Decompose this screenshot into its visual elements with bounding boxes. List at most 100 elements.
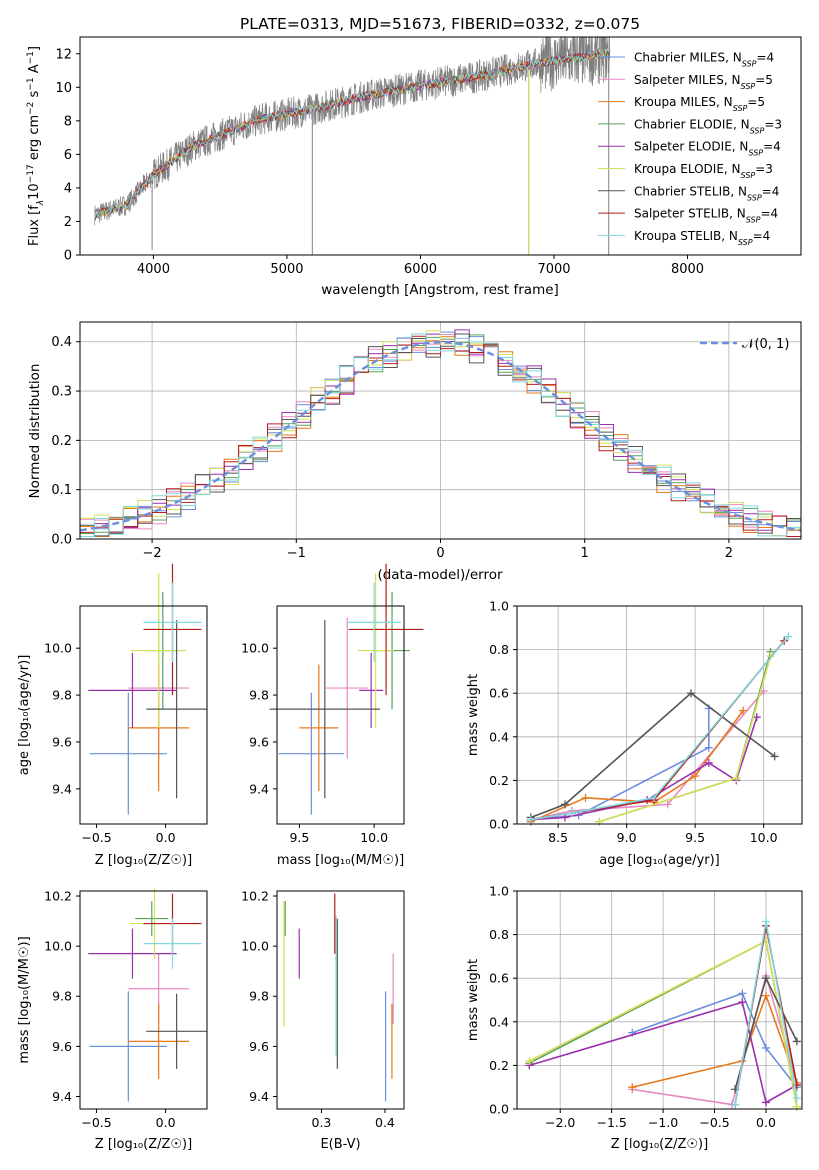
y-tick-label: 0.4 xyxy=(489,729,509,744)
y-tick-label: 10.0 xyxy=(241,641,269,656)
x-tick-label: −1 xyxy=(287,546,306,561)
legend-entry: Chabrier ELODIE, NSSP=3 xyxy=(634,117,782,135)
weight-marker xyxy=(628,1083,637,1092)
x-tick-label: 10.0 xyxy=(360,830,388,845)
y-axis-label: mass [log₁₀(M/M☉)] xyxy=(17,936,32,1063)
panel-residuals: −2 −1 0 1 2 0.0 0.1 0.2 0.3 0.4 𝒩(0, 1) (data-model… xyxy=(27,321,802,583)
legend-entry: Kroupa MILES, NSSP=5 xyxy=(634,95,765,113)
legend-sub: SSP xyxy=(738,237,753,246)
legend-entry: Salpeter ELODIE, NSSP=4 xyxy=(634,140,781,158)
y-axis-label: Normed distribution xyxy=(27,364,43,499)
panel-mass-age: 9.5 10.0 9.4 9.6 9.8 10.0 mass [log₁₀(M/M☉)] xyxy=(241,563,424,868)
y-tick-label: 9.8 xyxy=(52,989,72,1004)
y-label-part: −1 xyxy=(26,51,36,64)
weight-line xyxy=(530,716,758,821)
data-spectrum xyxy=(94,37,611,226)
y-tick-label: 6 xyxy=(64,148,72,163)
x-tick-label: 0.0 xyxy=(756,1115,776,1130)
histogram-kroupa-stelib xyxy=(80,333,801,537)
model-spectrum xyxy=(94,49,610,220)
y-tick-label: 10.0 xyxy=(44,939,72,954)
legend-label: Kroupa MILES, N xyxy=(634,95,733,109)
x-tick-label: 10.0 xyxy=(750,830,778,845)
x-tick-label: 0.3 xyxy=(312,1115,332,1130)
legend-sub: SSP xyxy=(741,81,756,90)
y-axis-label: mass weight xyxy=(466,674,481,756)
x-axis-label: (data-model)/error xyxy=(377,567,503,583)
y-tick-label: 0.2 xyxy=(489,1058,509,1073)
y-tick-label: 4 xyxy=(64,181,72,196)
legend-entry: Kroupa ELODIE, NSSP=3 xyxy=(634,162,773,180)
legend-entry: Salpeter STELIB, NSSP=4 xyxy=(634,207,778,225)
y-tick-label: 0.2 xyxy=(51,434,72,449)
y-tick-label: 1.0 xyxy=(489,599,509,614)
y-tick-label: 9.4 xyxy=(249,1089,269,1104)
weight-marker xyxy=(687,689,696,698)
y-tick-label: 9.8 xyxy=(249,989,269,1004)
legend-n: =4 xyxy=(763,140,781,154)
x-tick-label: −0.5 xyxy=(81,1115,111,1130)
legend-label: Kroupa ELODIE, N xyxy=(634,162,741,176)
x-tick-label: −1.0 xyxy=(648,1115,678,1130)
weight-line xyxy=(530,635,789,821)
x-tick-label: 5000 xyxy=(270,262,303,277)
weight-marker xyxy=(731,1100,740,1109)
legend-sub: SSP xyxy=(741,171,756,180)
weight-marker xyxy=(581,793,590,802)
axes-frame xyxy=(79,36,802,256)
x-tick-label: 4000 xyxy=(137,262,170,277)
weight-marker xyxy=(732,774,741,783)
weight-marker xyxy=(595,817,604,826)
y-tick-label: 9.6 xyxy=(249,1039,269,1054)
panel-age-weight: 8.5 9.0 9.5 10.0 0.0 0.2 0.4 0.6 0.8 1.0 age [log₁… xyxy=(466,599,803,868)
y-tick-label: 8 xyxy=(64,114,72,129)
weight-line xyxy=(598,655,772,823)
y-tick-label: 2 xyxy=(64,215,72,230)
y-tick-label: 10.2 xyxy=(241,889,269,904)
x-axis-label: Z [log₁₀(Z/Z☉)] xyxy=(95,1137,192,1152)
y-label-part: −17 xyxy=(26,164,36,183)
legend-n: =5 xyxy=(747,95,765,109)
weight-marker xyxy=(761,917,770,926)
x-tick-label: −0.5 xyxy=(81,830,111,845)
axes-frame xyxy=(79,605,208,825)
legend-label: Kroupa STELIB, N xyxy=(634,229,738,243)
weight-marker xyxy=(792,1094,801,1103)
weight-marker xyxy=(784,632,793,641)
legend-label: Salpeter STELIB, N xyxy=(634,207,746,221)
panel-spectrum: 4000 5000 6000 7000 8000 0 2 4 6 8 10 12 PLATE=0313,… xyxy=(26,15,802,298)
legend-n: =4 xyxy=(756,51,774,65)
weight-marker xyxy=(761,1043,770,1052)
x-tick-label: 9.0 xyxy=(617,830,637,845)
y-tick-label: 12 xyxy=(55,47,72,62)
x-tick-label: 8.5 xyxy=(548,830,568,845)
y-tick-label: 0.3 xyxy=(51,385,72,400)
gaussian-curve xyxy=(80,340,801,532)
y-label-part: ] xyxy=(27,46,42,51)
y-tick-label: 0.4 xyxy=(51,335,72,350)
weight-marker xyxy=(792,1102,801,1111)
weight-marker xyxy=(567,809,576,818)
y-tick-label: 9.4 xyxy=(52,1089,72,1104)
weight-marker xyxy=(738,998,747,1007)
axes-frame xyxy=(516,890,803,1110)
weight-marker xyxy=(650,793,659,802)
legend-n: =3 xyxy=(755,162,773,176)
y-tick-label: 9.6 xyxy=(52,734,72,749)
residuals-plot-area xyxy=(80,329,801,537)
y-tick-label: 9.6 xyxy=(52,1039,72,1054)
x-axis-label: Z [log₁₀(Z/Z☉)] xyxy=(611,1137,708,1152)
y-tick-label: 9.8 xyxy=(52,688,72,703)
legend-entry: Kroupa STELIB, NSSP=4 xyxy=(634,229,770,247)
weight-marker xyxy=(770,752,779,761)
y-axis-label: Flux [fλ10−17 erg cm−2 s−1 A−1] xyxy=(26,46,46,246)
weight-line xyxy=(529,1001,798,1104)
weight-marker xyxy=(739,706,748,715)
legend-label: Chabrier ELODIE, N xyxy=(634,117,750,131)
y-tick-label: 0.1 xyxy=(51,483,72,498)
x-tick-label: 0.0 xyxy=(156,830,176,845)
panel-z-age: −0.5 0.0 9.4 9.6 9.8 10.0 Z [log₁₀(Z/Z☉)] age [… xyxy=(17,563,208,868)
legend-n: =4 xyxy=(762,184,780,198)
y-axis-label: mass weight xyxy=(466,959,481,1041)
weight-marker xyxy=(792,1037,801,1046)
